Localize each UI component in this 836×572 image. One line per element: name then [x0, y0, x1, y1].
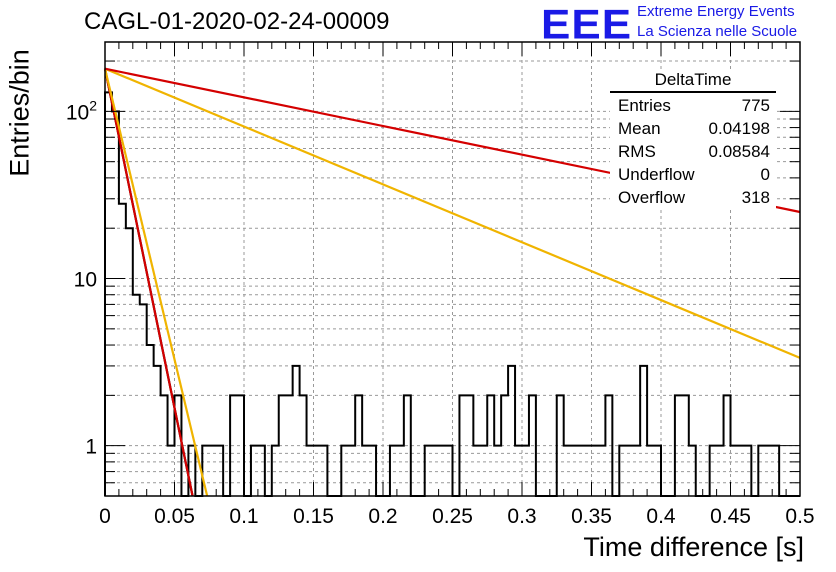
x-axis-label: Time difference [s] [583, 532, 804, 562]
stats-label: Underflow [618, 165, 695, 184]
x-tick-label: 0.35 [571, 505, 612, 528]
stats-row: Overflow 318 [610, 186, 776, 209]
stats-title: DeltaTime [610, 70, 776, 93]
axis-ticks: 0 0.05 0.1 0.15 0.2 0.25 0.3 0.35 0.4 0.45 0.5 1 10 1… [66, 42, 815, 528]
x-tick-label: 0.3 [507, 505, 536, 528]
y-tick-label: 10 [74, 269, 97, 292]
fit-curve-3 [104, 67, 801, 359]
histogram-outline [104, 91, 800, 497]
x-tick-label: 0.05 [154, 505, 195, 528]
stats-value: 0.04198 [708, 119, 770, 138]
stats-row: Mean 0.04198 [610, 117, 776, 140]
x-tick-label: 0.15 [293, 505, 334, 528]
stats-label: Mean [618, 119, 661, 138]
fit-curve-1 [103, 68, 194, 497]
y-axis-label: Entries/bin [4, 49, 35, 177]
stats-row: Underflow 0 [610, 163, 776, 186]
stats-label: Overflow [618, 188, 686, 207]
stats-row: RMS 0.08584 [610, 140, 776, 163]
eee-logo: EEE [541, 1, 633, 48]
fit-curves [103, 67, 801, 497]
stats-row: Entries 775 [610, 94, 776, 117]
stats-value: 775 [741, 96, 770, 115]
y-tick-label: 102 [66, 97, 97, 124]
fit-curve-2 [103, 68, 209, 497]
x-tick-label: 0.25 [432, 505, 473, 528]
x-tick-label: 0.4 [646, 505, 676, 528]
x-tick-label: 0.1 [229, 505, 258, 528]
x-tick-label: 0.5 [785, 505, 814, 528]
histogram [104, 91, 800, 497]
stats-value: 0 [760, 165, 770, 184]
logo-line-2: La Scienza nelle Scuole [637, 23, 798, 40]
y-tick-label: 1 [85, 436, 97, 459]
x-tick-label: 0 [99, 505, 111, 528]
logo-line-1: Extreme Energy Events [637, 3, 795, 20]
stats-value: 0.08584 [708, 142, 770, 161]
stats-value: 318 [741, 188, 770, 207]
stats-label: Entries [618, 96, 671, 115]
stats-label: RMS [618, 142, 656, 161]
chart-title: CAGL-01-2020-02-24-00009 [84, 8, 390, 35]
x-tick-label: 0.2 [368, 505, 397, 528]
x-tick-label: 0.45 [710, 505, 751, 528]
stats-box: DeltaTime Entries 775 Mean 0.04198 RMS 0… [610, 70, 776, 209]
